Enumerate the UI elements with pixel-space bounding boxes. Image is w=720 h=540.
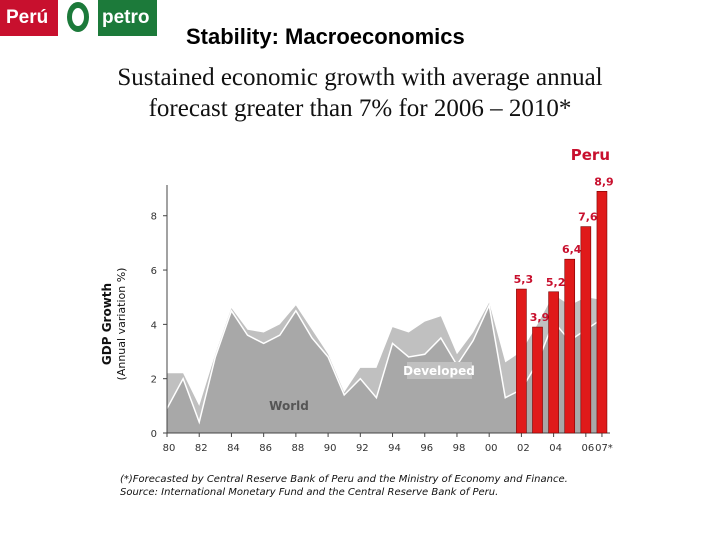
- x-tick-label: 92: [356, 443, 369, 454]
- peru-bar-label: 5,2: [546, 276, 566, 289]
- x-tick-label: 98: [453, 443, 466, 454]
- x-tick-label: 82: [195, 443, 208, 454]
- x-tick-label: 04: [549, 443, 562, 454]
- peru-bar-label: 3,9: [530, 311, 550, 324]
- subtitle-line-2: forecast greater than 7% for 2006 – 2010…: [148, 95, 572, 122]
- peru-bar-label: 7,6: [578, 211, 598, 224]
- y-axis-subtitle: (Annual variation %): [115, 268, 128, 381]
- y-tick-label: 2: [151, 375, 157, 386]
- x-tick-label: 02: [517, 443, 530, 454]
- x-tick-label: 94: [388, 443, 401, 454]
- peru-bar: [596, 190, 608, 434]
- y-tick-label: 4: [151, 320, 157, 331]
- peru-bar-label: 6,4: [562, 243, 582, 256]
- peru-bar-label: 5,3: [514, 273, 534, 286]
- logo-peru-text: Perú: [0, 0, 58, 36]
- series-area-world: [167, 305, 602, 433]
- x-tick-label: 07*: [595, 443, 613, 454]
- legend-peru: Peru: [571, 146, 610, 164]
- y-tick-label: 6: [151, 266, 157, 277]
- series-line-world: [166, 302, 603, 425]
- perupetro-logo: Perú petro: [0, 0, 157, 36]
- x-tick-label: 86: [259, 443, 272, 454]
- logo-petro-text: petro: [98, 0, 157, 36]
- peru-bar: [564, 258, 576, 434]
- x-tick-label: 88: [292, 443, 305, 454]
- footnote-source: Source: International Monetary Fund and …: [120, 487, 499, 498]
- x-tick-label: 90: [324, 443, 337, 454]
- peru-bar: [548, 291, 559, 434]
- peru-bar: [516, 288, 527, 434]
- slide-title: Stability: Macroeconomics: [186, 24, 465, 49]
- x-tick-label: 96: [420, 443, 433, 454]
- y-axis-title: GDP Growth: [100, 283, 114, 365]
- x-tick-label: 06: [581, 443, 594, 454]
- peru-bar: [580, 226, 592, 434]
- slide-subtitle: Sustained economic growth with average a…: [60, 62, 660, 124]
- subtitle-line-1: Sustained economic growth with average a…: [117, 64, 603, 91]
- x-tick-label: 80: [163, 443, 176, 454]
- developed-label-bg: [407, 362, 472, 379]
- x-tick-label: 84: [227, 443, 240, 454]
- y-tick-label: 8: [151, 212, 157, 223]
- series-label-world: World: [269, 399, 309, 413]
- peru-bar: [532, 326, 543, 434]
- x-tick-label: 00: [485, 443, 498, 454]
- peru-bar-label: 8,9: [594, 175, 614, 188]
- series-label-developed: Developed: [403, 364, 475, 378]
- logo-drop-icon: [58, 0, 98, 36]
- y-tick-label: 0: [151, 429, 157, 440]
- footnote: (*)Forecasted by Central Reserve Bank of…: [120, 473, 568, 499]
- footnote-forecast: (*)Forecasted by Central Reserve Bank of…: [120, 474, 568, 485]
